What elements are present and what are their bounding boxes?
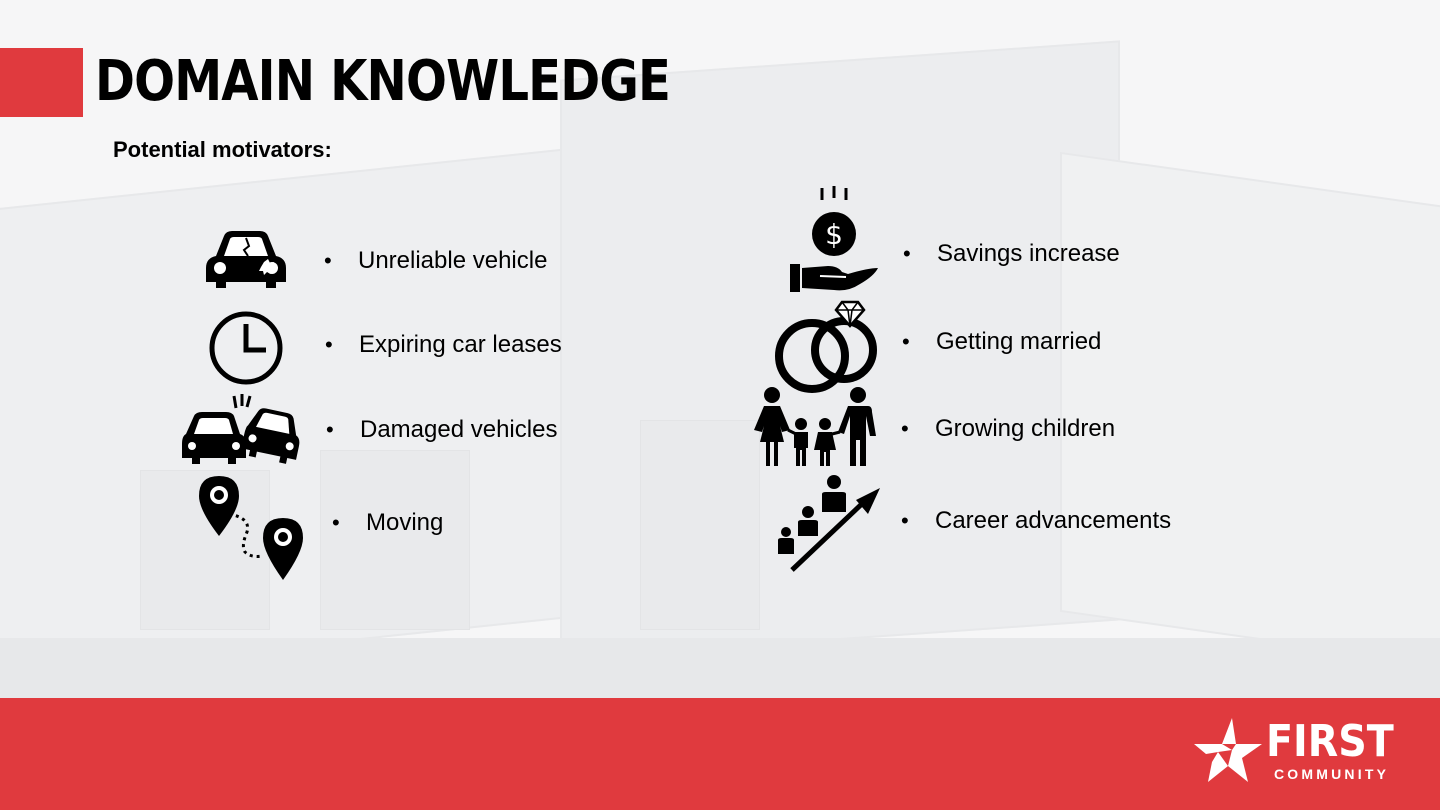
slide-subtitle: Potential motivators: [113,137,332,162]
logo-wordmark-first: FIRST [1266,716,1394,767]
map-route-icon [199,476,303,580]
list-item-label: Growing children [935,415,1116,442]
bullet: • [326,417,334,442]
bullet: • [901,416,909,441]
list-item-getting-married: • Getting married [902,328,1101,356]
first-community-logo: FIRST COMMUNITY [1192,714,1412,786]
broken-car-icon [206,231,286,288]
coin-in-hand-icon: $ [790,186,878,292]
car-crash-icon [182,394,300,464]
wedding-rings-icon [775,300,877,393]
bullet: • [325,332,333,357]
logo-wordmark-community: COMMUNITY [1274,766,1390,782]
list-item-label: Damaged vehicles [360,416,558,443]
bullet: • [324,248,332,273]
background-building-image [0,40,1440,640]
bullet: • [332,510,340,535]
list-item-moving: • Moving [332,509,443,537]
list-item-career-advancements: • Career advancements [901,507,1171,535]
bullet: • [903,241,911,266]
list-item-label: Moving [366,509,444,536]
star-logo-icon [1194,718,1262,782]
list-item-expiring-car-leases: • Expiring car leases [325,331,562,359]
family-icon [754,387,876,466]
list-item-label: Career advancements [935,507,1172,534]
list-item-label: Savings increase [937,240,1120,267]
list-item-damaged-vehicles: • Damaged vehicles [326,416,557,444]
building-wall-right [1060,151,1440,640]
title-accent-bar [0,48,83,117]
bullet: • [901,508,909,533]
career-growth-icon [778,475,880,572]
gray-band [0,638,1440,698]
list-item-label: Expiring car leases [359,331,562,358]
list-item-label: Getting married [936,328,1102,355]
clock-icon [209,311,283,385]
list-item-unreliable-vehicle: • Unreliable vehicle [324,247,547,275]
slide-title: DOMAIN KNOWLEDGE [95,49,671,114]
building-window [640,420,760,630]
list-item-savings-increase: • Savings increase [903,240,1120,268]
list-item-label: Unreliable vehicle [358,247,548,274]
list-item-growing-children: • Growing children [901,415,1115,443]
svg-text:$: $ [825,218,843,251]
bullet: • [902,329,910,354]
building-window [320,450,470,630]
footer-bar [0,698,1440,810]
